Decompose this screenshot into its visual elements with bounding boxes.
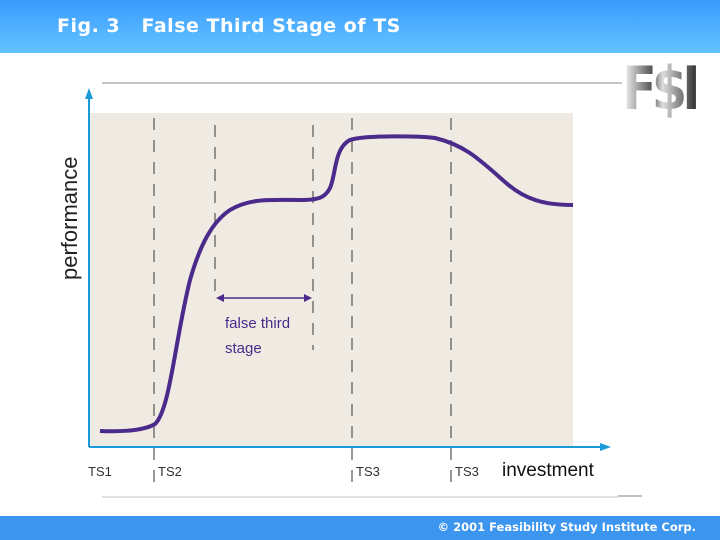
stage-label-ts2: TS2 — [158, 464, 182, 479]
stage-label-ts3a: TS3 — [356, 464, 380, 479]
x-axis-arrow-icon — [600, 443, 611, 451]
header-bar: Fig. 3 False Third Stage of TS — [0, 0, 720, 53]
stage-labels: TS1 TS2 TS3 TS3 — [88, 464, 479, 479]
y-axis-arrow-icon — [85, 88, 93, 99]
span-left-arrow-icon — [216, 294, 224, 302]
annotation-line2: stage — [225, 340, 262, 357]
y-axis-label: performance — [57, 156, 82, 280]
annotation-line1: false third — [225, 315, 290, 332]
copyright: © 2001 Feasibility Study Institute Corp. — [437, 520, 696, 534]
fsi-logo: F$I — [622, 54, 701, 124]
stage-dividers — [153, 118, 452, 490]
stage-label-ts3b: TS3 — [455, 464, 479, 479]
x-axis-label: investment — [502, 460, 595, 481]
plot-area — [90, 113, 573, 447]
stage-label-ts1: TS1 — [88, 464, 112, 479]
footer-bar: © 2001 Feasibility Study Institute Corp. — [0, 516, 720, 540]
slide-title: Fig. 3 False Third Stage of TS — [57, 15, 401, 37]
performance-curve — [99, 134, 574, 434]
span-right-arrow-icon — [304, 294, 312, 302]
